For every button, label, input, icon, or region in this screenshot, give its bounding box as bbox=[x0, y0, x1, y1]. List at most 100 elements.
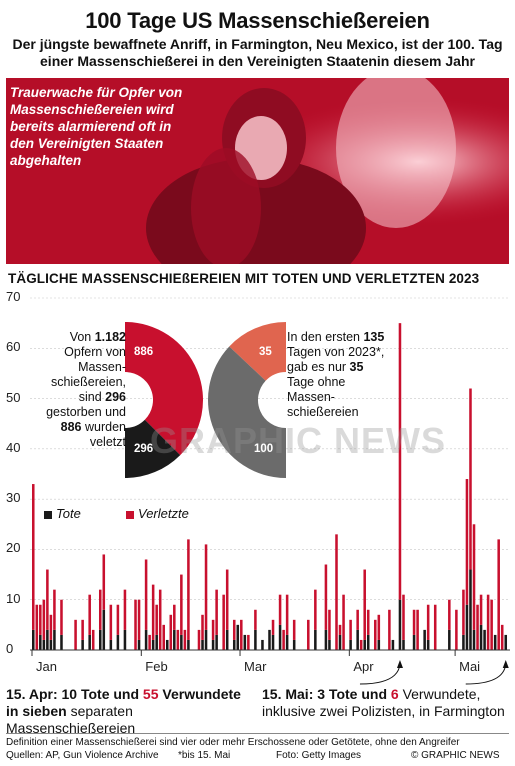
page-title: 100 Tage US Massenschießereien bbox=[85, 8, 430, 33]
bar-injured bbox=[426, 604, 430, 640]
bar-injured bbox=[197, 629, 201, 650]
bar-dead bbox=[173, 629, 176, 650]
annotation-arrow bbox=[359, 663, 401, 685]
bar-injured bbox=[53, 589, 56, 630]
bar-injured bbox=[134, 599, 137, 650]
bar-injured bbox=[307, 619, 310, 650]
bar-injured bbox=[88, 594, 91, 635]
legend-swatch-injured bbox=[126, 511, 134, 519]
bar-injured bbox=[278, 594, 282, 625]
bar-injured bbox=[479, 594, 483, 625]
bar-injured bbox=[137, 599, 141, 640]
bar-dead bbox=[46, 629, 49, 650]
bar-injured bbox=[46, 569, 49, 630]
bar-injured bbox=[271, 619, 275, 635]
bar-injured bbox=[412, 609, 416, 635]
bar-injured bbox=[335, 534, 338, 650]
bar-injured bbox=[292, 619, 296, 640]
annotation-arrowhead bbox=[396, 660, 403, 668]
bar-dead bbox=[81, 639, 84, 650]
x-tick-label: Apr bbox=[353, 659, 374, 674]
bar-injured bbox=[377, 614, 381, 640]
bar-injured bbox=[60, 599, 63, 635]
bar-injured bbox=[247, 634, 250, 650]
bar-dead bbox=[356, 629, 359, 650]
bar-injured bbox=[469, 388, 472, 570]
bar-injured bbox=[158, 589, 162, 650]
bar-injured bbox=[42, 599, 46, 640]
bar-dead bbox=[180, 634, 183, 650]
annotation-may15: 15. Mai: 3 Tote und 6 Verwundete, inklus… bbox=[262, 686, 505, 719]
bar-injured bbox=[176, 629, 180, 650]
bar-injured bbox=[98, 589, 102, 630]
bar-dead bbox=[102, 609, 106, 650]
bar-injured bbox=[91, 629, 95, 650]
legend-label-dead: Tote bbox=[56, 506, 81, 521]
bar-dead bbox=[144, 629, 148, 650]
donut-slice-with bbox=[208, 346, 286, 478]
bar-dead bbox=[271, 634, 275, 650]
bar-injured bbox=[222, 594, 225, 650]
bar-injured bbox=[465, 479, 469, 605]
donut-victims-text: Von 1.182 Opfern von Massen-schießereien… bbox=[46, 330, 126, 449]
annotation-arrowhead bbox=[502, 660, 509, 668]
page-subtitle: Der jüngste bewaffnete Anriff, in Farmin… bbox=[12, 36, 503, 69]
bar-injured bbox=[74, 619, 77, 650]
bar-dead bbox=[254, 629, 257, 650]
bar-dead bbox=[292, 639, 296, 650]
footer-copyright: © GRAPHIC NEWS bbox=[411, 750, 500, 761]
bar-injured bbox=[116, 604, 120, 635]
bar-injured bbox=[32, 484, 35, 630]
bar-injured bbox=[374, 619, 377, 650]
bar-injured bbox=[497, 539, 500, 650]
bar-dead bbox=[469, 569, 472, 650]
y-tick-label: 50 bbox=[6, 389, 21, 405]
legend-swatch-dead bbox=[44, 511, 52, 519]
bar-injured bbox=[183, 629, 187, 650]
bar-injured bbox=[402, 594, 405, 640]
bar-injured bbox=[144, 559, 148, 630]
bar-injured bbox=[232, 619, 236, 640]
bar-injured bbox=[155, 604, 158, 635]
bar-dead bbox=[243, 634, 247, 650]
bar-injured bbox=[500, 624, 504, 650]
footer-sources: Quellen: AP, Gun Violence Archive bbox=[6, 750, 159, 761]
legend-label-injured: Verletzte bbox=[138, 506, 189, 521]
bar-injured bbox=[102, 554, 106, 610]
bar-dead bbox=[465, 604, 469, 650]
donut-days-text: In den ersten 135 Tagen von 2023*, gab e… bbox=[287, 330, 385, 419]
bar-injured bbox=[204, 544, 208, 630]
bar-dead bbox=[116, 634, 120, 650]
bar-injured bbox=[148, 634, 151, 650]
bar-dead bbox=[155, 634, 158, 650]
bar-injured bbox=[462, 589, 465, 635]
bar-injured bbox=[398, 323, 402, 600]
donut-label-dead: 296 bbox=[134, 443, 154, 455]
bar-injured bbox=[225, 569, 229, 630]
bar-injured bbox=[254, 609, 257, 630]
bar-injured bbox=[35, 604, 39, 650]
y-tick-label: 70 bbox=[6, 289, 21, 304]
bar-injured bbox=[363, 569, 366, 640]
bar-injured bbox=[356, 609, 359, 630]
bar-dead bbox=[426, 639, 430, 650]
footer-photo-credit: Foto: Getty Images bbox=[276, 750, 362, 761]
bar-injured bbox=[211, 619, 215, 640]
bar-dead bbox=[98, 629, 102, 650]
chart-title: TÄGLICHE MASSENSCHIEßEREIEN MIT TOTEN UN… bbox=[8, 271, 480, 286]
bar-injured bbox=[476, 604, 479, 650]
bar-injured bbox=[282, 629, 285, 650]
bar-dead bbox=[39, 634, 42, 650]
bar-dead bbox=[49, 639, 53, 650]
y-tick-label: 0 bbox=[6, 641, 14, 656]
bar-dead bbox=[328, 639, 331, 650]
bar-dead bbox=[285, 634, 289, 650]
bar-injured bbox=[472, 524, 476, 630]
x-tick-label: Mai bbox=[459, 659, 481, 674]
bar-dead bbox=[60, 634, 63, 650]
annotation-apr15: 15. Apr: 10 Tote und 55 Verwundete in si… bbox=[6, 686, 241, 736]
bar-dead bbox=[349, 639, 352, 650]
bar-injured bbox=[162, 624, 165, 650]
donut-label-with: 100 bbox=[254, 443, 274, 455]
bar-dead bbox=[423, 629, 426, 650]
